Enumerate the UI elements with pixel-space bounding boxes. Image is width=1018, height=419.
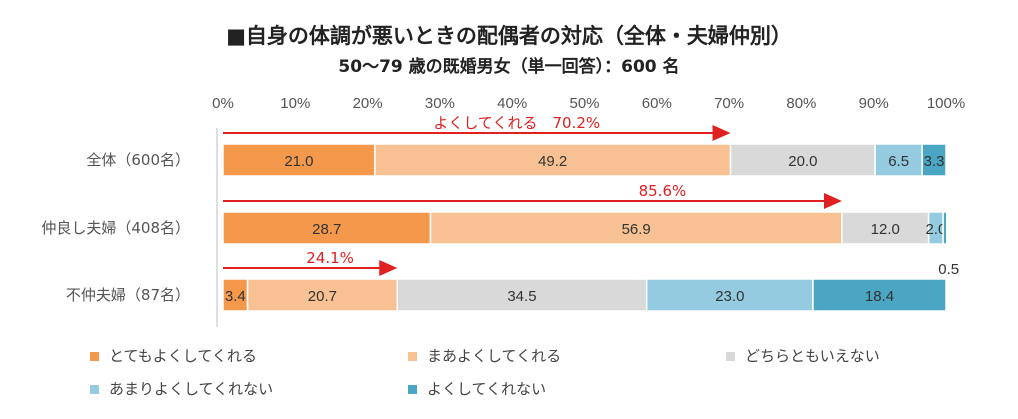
legend-label: あまりよくしてくれない	[109, 380, 274, 398]
bar-segment	[374, 143, 732, 177]
legend-swatch	[408, 385, 417, 394]
data-label: 3.4	[225, 288, 246, 305]
x-tick-label: 10%	[280, 95, 310, 112]
legend-label: どちらともいえない	[745, 347, 880, 365]
data-label: 0.5	[938, 261, 959, 278]
category-label: 不仲夫婦（87名）	[66, 286, 190, 304]
legend-swatch	[726, 352, 735, 361]
bar-segment	[645, 278, 814, 312]
bar-segment	[874, 143, 923, 177]
data-label: 28.7	[312, 221, 341, 238]
data-label: 49.2	[538, 153, 567, 170]
legend-item: あまりよくしてくれない	[90, 378, 273, 399]
legend-item: とてもよくしてくれる	[90, 345, 257, 366]
bar-segment	[729, 143, 876, 177]
bar-segment	[841, 211, 930, 245]
x-tick-label: 50%	[569, 95, 599, 112]
x-tick-label: 40%	[497, 95, 527, 112]
x-tick-label: 0%	[212, 95, 234, 112]
data-label: 12.0	[871, 221, 900, 238]
chart-subtitle: 50～79 歳の既婚男女（単一回答）：600 名	[338, 57, 680, 77]
data-label: 56.9	[622, 221, 651, 238]
bar-segment	[921, 143, 947, 177]
category-label: 全体（600名）	[86, 151, 190, 169]
chart-title: ■自身の体調が悪いときの配偶者の対応（全体・夫婦仲別）	[226, 24, 792, 48]
annotation-label: 85.6%	[639, 182, 687, 200]
category-label: 仲良し夫婦（408名）	[41, 219, 190, 237]
legend-item: どちらともいえない	[726, 345, 880, 366]
data-label: 23.0	[715, 288, 744, 305]
bar-segment	[429, 211, 843, 245]
data-label: 6.5	[888, 153, 909, 170]
bar-segment	[222, 278, 249, 312]
x-tick-label: 100%	[927, 95, 965, 112]
bar-segment	[396, 278, 648, 312]
annotation-label: よくしてくれる 70.2%	[433, 114, 600, 132]
legend-swatch	[90, 352, 99, 361]
data-label: 20.7	[308, 288, 337, 305]
x-tick-label: 60%	[642, 95, 672, 112]
bar-segment	[222, 143, 376, 177]
x-tick-label: 90%	[859, 95, 889, 112]
data-label: 20.0	[788, 153, 817, 170]
legend-item: よくしてくれない	[408, 378, 546, 399]
data-label: 18.4	[865, 288, 894, 305]
data-label: 21.0	[284, 153, 313, 170]
x-tick-label: 20%	[353, 95, 383, 112]
legend-label: まあよくしてくれる	[427, 347, 562, 365]
data-label: 3.3	[924, 153, 945, 170]
legend-label: とてもよくしてくれる	[109, 347, 257, 365]
bar-segment	[246, 278, 398, 312]
bar-segment	[942, 211, 948, 245]
legend-swatch	[90, 385, 99, 394]
bar-segment	[222, 211, 432, 245]
legend-label: よくしてくれない	[427, 380, 547, 398]
data-label: 2.0	[925, 221, 946, 238]
x-tick-label: 30%	[425, 95, 455, 112]
legend-swatch	[408, 352, 417, 361]
annotation-label: 24.1%	[306, 249, 354, 267]
legend-item: まあよくしてくれる	[408, 345, 561, 366]
x-tick-label: 80%	[786, 95, 816, 112]
data-label: 34.5	[507, 288, 536, 305]
x-tick-label: 70%	[714, 95, 744, 112]
bar-segment	[812, 278, 947, 312]
